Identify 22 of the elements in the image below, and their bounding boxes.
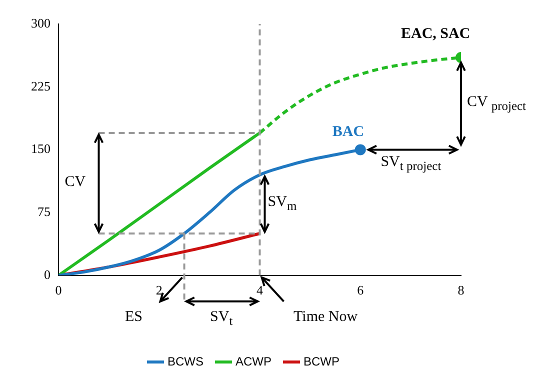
annotation: EAC, SAC xyxy=(401,26,470,43)
legend-label: BCWS xyxy=(168,354,204,368)
legend-label: ACWP xyxy=(236,354,272,368)
x-tick-label: 8 xyxy=(458,282,464,298)
x-tick-label: 2 xyxy=(156,282,162,298)
y-tick-label: 150 xyxy=(31,141,50,156)
annotation: SV$_{t project}$ xyxy=(380,154,442,175)
text: CV $_{project}$ xyxy=(467,94,526,115)
y-tick-label: 75 xyxy=(38,204,50,219)
y-tick-label: 0 xyxy=(44,266,50,282)
y-tick-label: 300 xyxy=(31,15,50,30)
annotation: SV$_{m}$ xyxy=(268,194,297,216)
x-tick-label: 4 xyxy=(256,282,264,298)
annotation: CV xyxy=(64,174,86,192)
annotation: BAC xyxy=(332,124,364,141)
x-tick-label: 6 xyxy=(357,282,364,298)
y-tick-label: 225 xyxy=(31,78,50,94)
text: SV$_{t}$ xyxy=(210,309,233,330)
text: Time Now xyxy=(294,309,358,326)
x-tick-label: 0 xyxy=(55,282,62,298)
text: ES xyxy=(125,309,143,326)
legend-label: BCWP xyxy=(304,354,340,368)
